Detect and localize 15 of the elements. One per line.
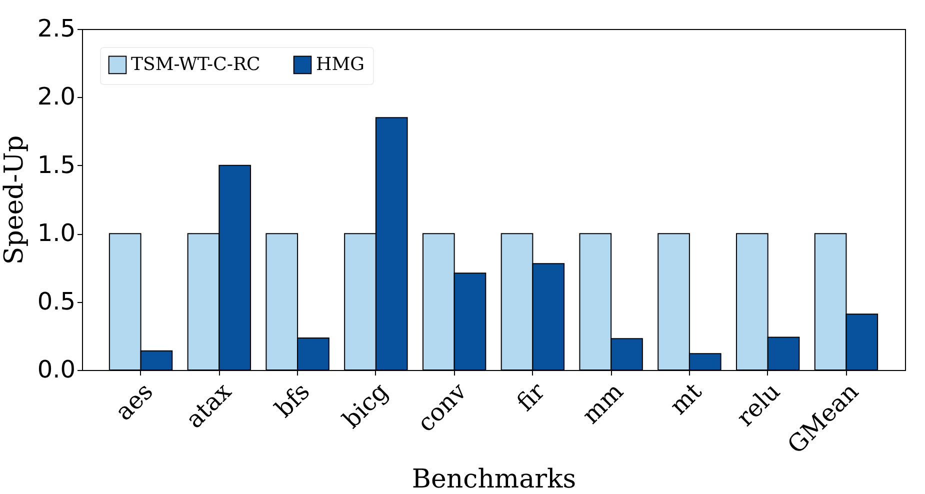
x-tick-label: fir xyxy=(511,377,551,417)
y-tick-label: 0.0 xyxy=(37,356,76,384)
y-tick-label: 1.0 xyxy=(37,219,76,248)
x-tick-label: mm xyxy=(576,377,629,430)
x-tick-label: bfs xyxy=(270,377,316,424)
x-tick-label: aes xyxy=(110,377,158,426)
y-tick-label: 1.5 xyxy=(37,150,76,179)
y-tick-label: 0.5 xyxy=(37,287,76,316)
y-tick-label: 2.5 xyxy=(37,14,76,42)
y-tick-label: 2.0 xyxy=(37,82,76,111)
legend-label: TSM-WT-C-RC xyxy=(131,54,260,75)
x-axis-title: Benchmarks xyxy=(412,464,576,494)
x-tick-label: mt xyxy=(664,377,708,420)
legend-label: HMG xyxy=(316,54,365,75)
y-axis-title: Speed-Up xyxy=(0,135,30,265)
